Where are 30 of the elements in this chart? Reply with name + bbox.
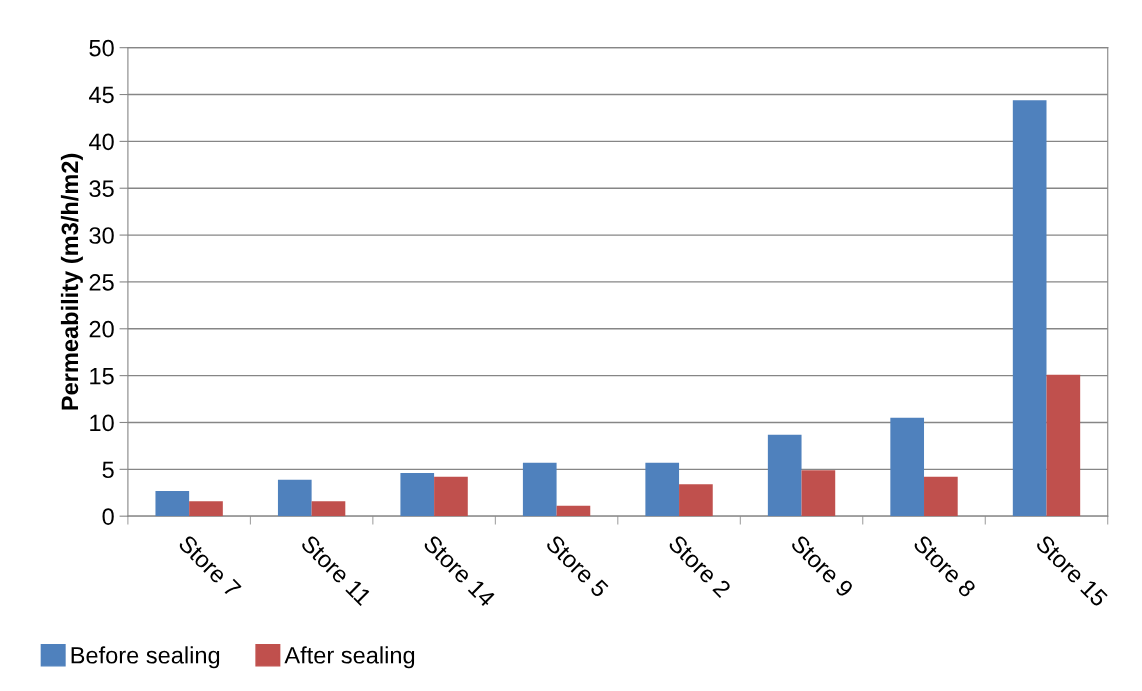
- bar: [1046, 374, 1081, 517]
- y-tick-label: 20: [89, 320, 114, 338]
- bar: [924, 476, 958, 517]
- bar: [277, 479, 312, 517]
- bar: [679, 484, 713, 517]
- y-tick-label: 50: [89, 39, 114, 57]
- y-tick-label: 45: [88, 86, 114, 104]
- legend-label: Before sealing: [71, 646, 220, 669]
- bar: [434, 476, 468, 517]
- bar: [556, 505, 591, 517]
- y-tick-label: 40: [88, 133, 114, 151]
- bar: [767, 434, 802, 517]
- bar: [155, 490, 190, 517]
- bar: [645, 462, 680, 517]
- bar: [311, 501, 346, 517]
- y-tick-label: 5: [102, 461, 114, 479]
- y-axis-title: Permeability (m3/h/m2): [60, 153, 83, 410]
- bar: [1012, 100, 1047, 517]
- y-tick-label: 35: [89, 180, 114, 198]
- y-tick-label: 25: [89, 274, 114, 291]
- bar: [189, 501, 223, 517]
- y-tick-label: 15: [90, 367, 114, 385]
- y-tick-label: 30: [89, 227, 114, 244]
- legend-label: After sealing: [284, 646, 415, 669]
- y-tick-label: 10: [90, 414, 114, 432]
- bar: [801, 470, 836, 517]
- bar: [890, 417, 925, 517]
- bar: [400, 473, 435, 517]
- bar: [522, 462, 557, 517]
- y-tick-label: 0: [102, 508, 114, 525]
